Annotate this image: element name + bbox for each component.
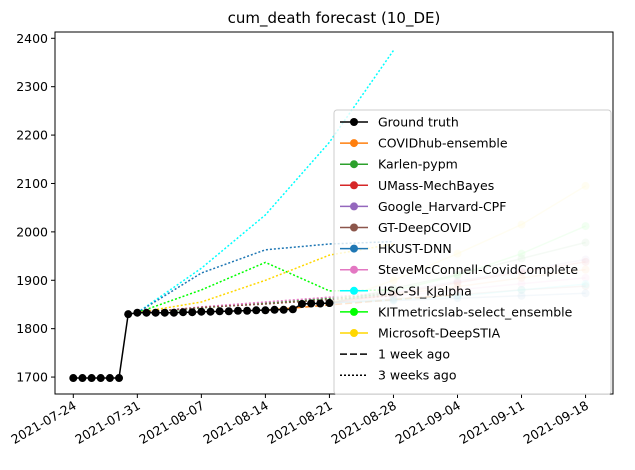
ground-truth-point (124, 310, 133, 319)
legend-marker-stevemcconnell-covidcomplete (350, 265, 358, 274)
y-tick-label: 2300 (16, 79, 48, 94)
y-tick-label: 1700 (16, 370, 48, 385)
ground-truth-point (133, 308, 142, 317)
series-line-microsoft-deepstia-dotted (137, 243, 394, 314)
ground-truth-point (151, 308, 160, 317)
legend-marker-usc-si-kjalpha (350, 286, 358, 295)
ground-truth-point (288, 305, 297, 314)
ground-truth-layer (69, 299, 334, 383)
ground-truth-point (87, 374, 96, 383)
legend-marker-umass-mechbayes (350, 181, 358, 190)
chart-title: cum_death forecast (10_DE) (228, 9, 441, 28)
y-tick-label: 1800 (16, 321, 48, 336)
legend-marker-google-harvard-cpf (350, 202, 358, 211)
ground-truth-point (188, 308, 197, 317)
legend-label-karlen-pypm: Karlen-pypm (378, 157, 458, 172)
legend-marker-gt-deepcovid (350, 223, 358, 232)
ground-truth-point (160, 308, 169, 317)
ground-truth-point (307, 299, 316, 308)
ground-truth-point (179, 308, 188, 317)
ground-truth-point (243, 306, 252, 315)
legend-label-gt-deepcovid: GT-DeepCOVID (378, 220, 471, 235)
ground-truth-point (96, 374, 105, 383)
ground-truth-point (252, 306, 261, 315)
ground-truth-point (270, 305, 279, 314)
legend-marker-hkust-dnn (350, 244, 358, 253)
legend-label-hkust-dnn: HKUST-DNN (378, 241, 452, 256)
y-tick-label: 1900 (16, 273, 48, 288)
legend-box (333, 109, 612, 395)
legend-label-microsoft-deepstia: Microsoft-DeepSTIA (378, 326, 501, 341)
legend-marker-covidhub-ensemble (350, 139, 358, 148)
legend-label-google-harvard-cpf: Google_Harvard-CPF (378, 199, 506, 214)
legend-label-usc-si-kjalpha: USC-SI_kJalpha (378, 283, 472, 298)
y-tick-label: 2100 (16, 176, 48, 191)
legend-label-kitmetricslab-select-ensemble: KITmetricslab-select_ensemble (378, 304, 573, 319)
series-line-karlen-pypm-dotted (137, 293, 394, 314)
legend: Ground truth COVIDhub-ensemble Karlen-pypm… (333, 109, 612, 395)
ground-truth-point (316, 299, 325, 308)
legend-marker-kitmetricslab-select-ensemble (350, 307, 358, 316)
legend-marker-microsoft-deepstia (350, 329, 358, 337)
legend-label-umass-mechbayes: UMass-MechBayes (378, 178, 494, 193)
legend-label-1-week-ago: 1 week ago (378, 347, 450, 362)
legend-label-ground-truth: Ground truth (378, 115, 459, 130)
ground-truth-point (115, 374, 124, 383)
ground-truth-point (197, 307, 206, 316)
series-line-usc-si-kjalpha-dotted (136, 49, 395, 314)
y-tick-label: 2200 (16, 128, 48, 143)
ground-truth-point (169, 308, 178, 317)
ground-truth-point (233, 306, 242, 315)
ground-truth-point (261, 306, 270, 315)
series-line-stevemcconnell-covidcomplete-dotted (137, 291, 394, 314)
ground-truth-point (297, 299, 306, 308)
legend-marker-ground-truth (350, 118, 358, 126)
ground-truth-point (142, 308, 151, 317)
legend-label-stevemcconnell-covidcomplete: SteveMcConnell-CovidComplete (378, 262, 578, 277)
ground-truth-point (105, 374, 114, 383)
plot-frame (54, 31, 614, 395)
y-tick-label: 2000 (16, 224, 48, 239)
ground-truth-point (206, 307, 215, 316)
ground-truth-point (279, 305, 288, 314)
ground-truth-point (325, 299, 334, 308)
legend-marker-karlen-pypm (350, 160, 358, 169)
ground-truth-point (215, 307, 224, 316)
ground-truth-point (224, 307, 233, 316)
legend-label-3-weeks-ago: 3 weeks ago (378, 368, 457, 383)
ground-truth-point (78, 374, 87, 383)
y-tick-label: 2400 (16, 31, 48, 46)
legend-label-covidhub-ensemble: COVIDhub-ensemble (378, 136, 508, 151)
ground-truth-point (69, 374, 78, 383)
